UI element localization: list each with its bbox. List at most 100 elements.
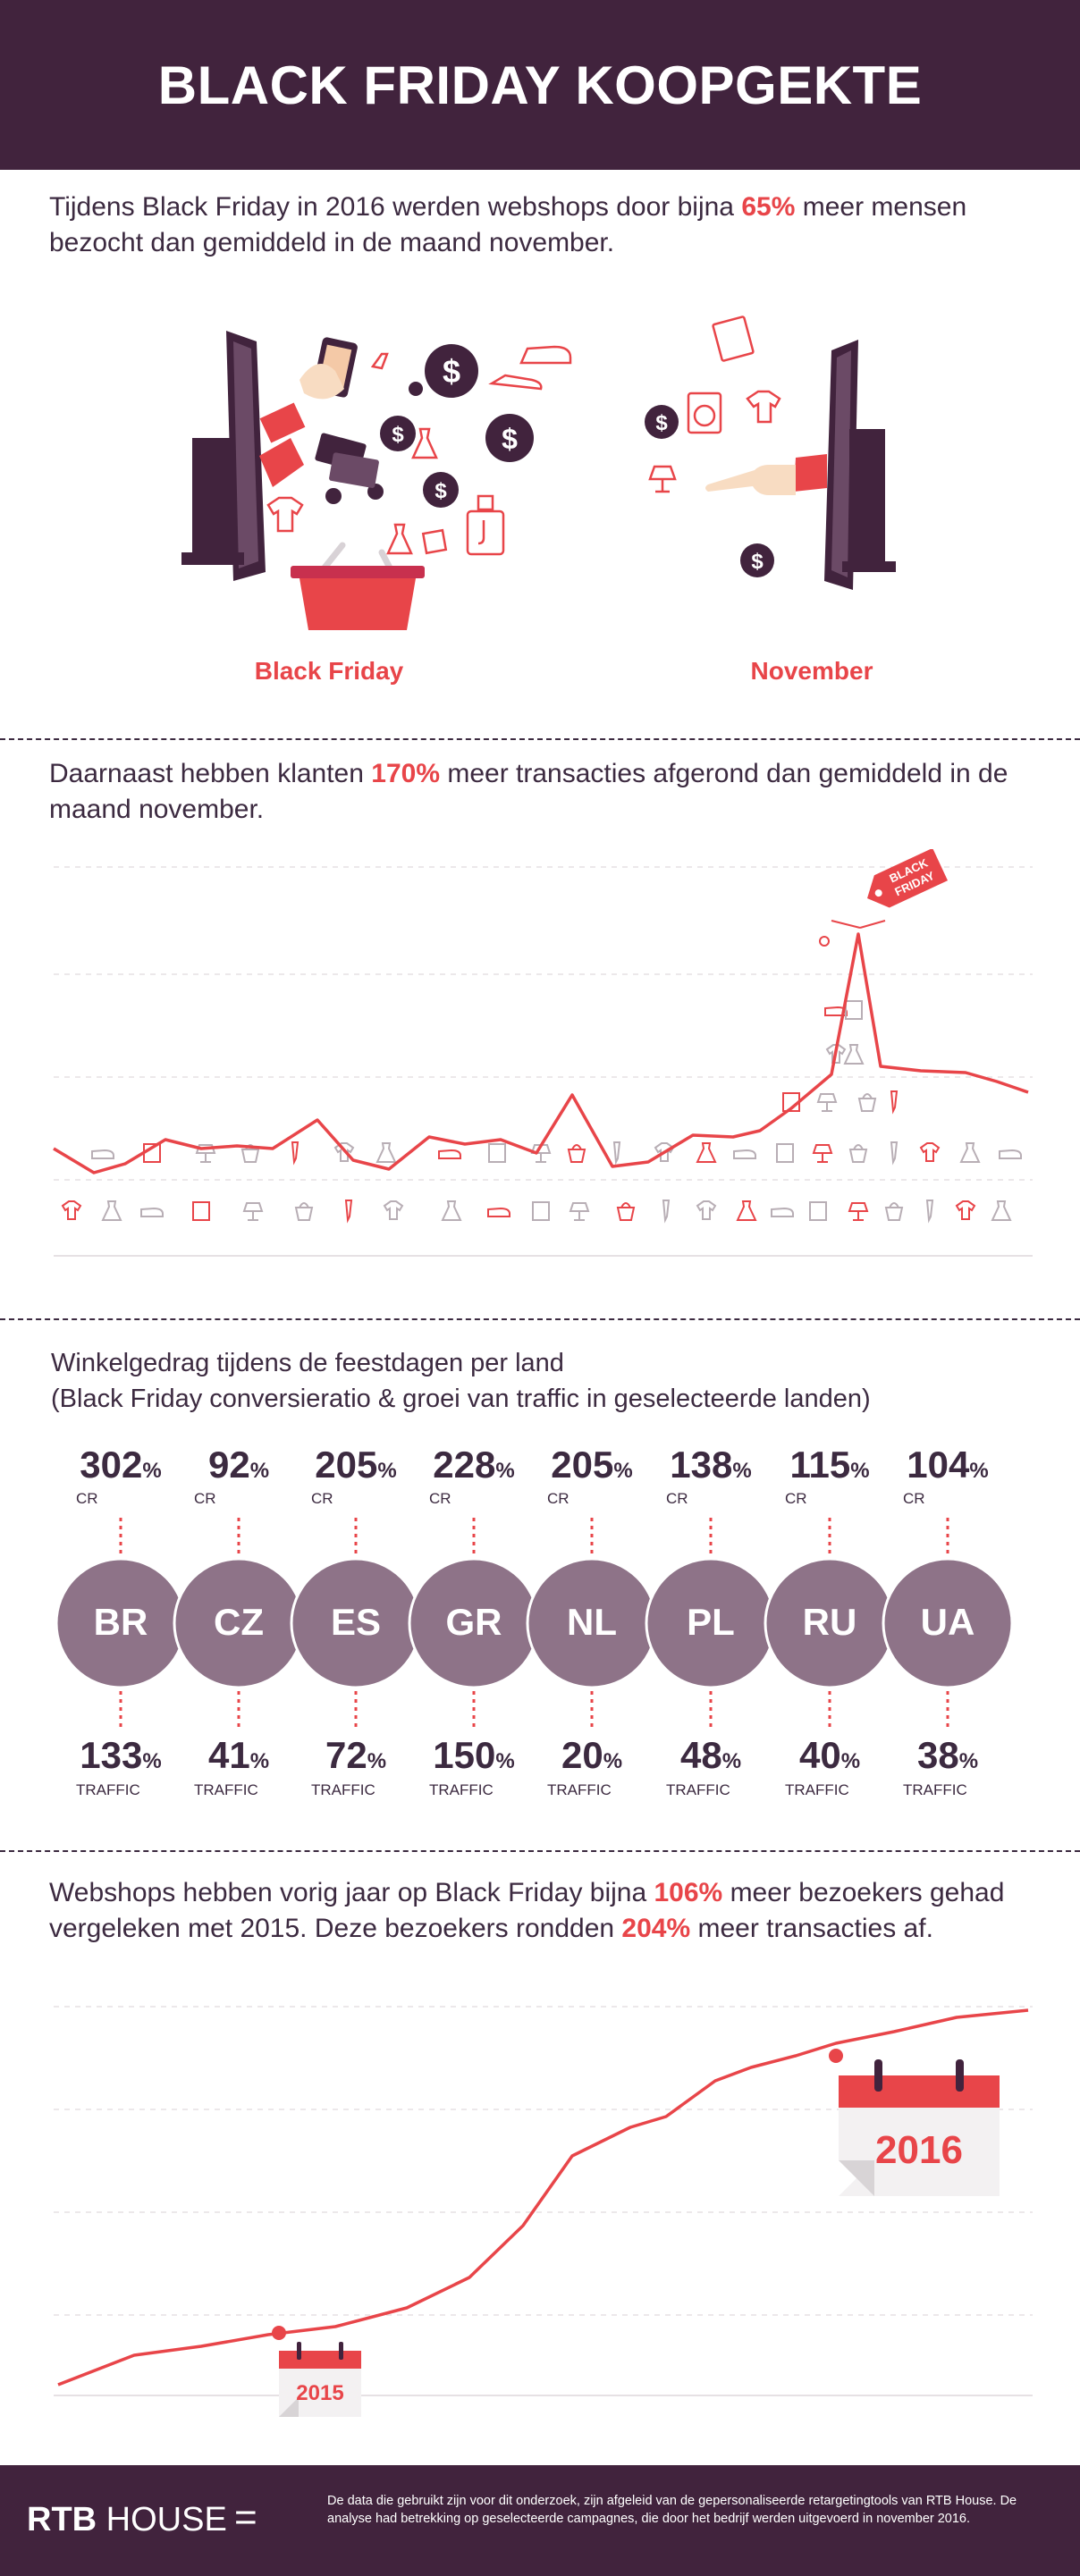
percent-sign: %: [249, 1459, 270, 1483]
traffic-value: 72%: [289, 1734, 423, 1777]
product-icon: [845, 1000, 863, 1020]
monitor-icon: [181, 331, 266, 581]
product-icon: [696, 1142, 717, 1163]
footer-note: De data die gebruikt zijn voor dit onder…: [327, 2494, 1017, 2526]
cr-label: CR: [785, 1490, 807, 1507]
product-icon: [848, 1144, 868, 1163]
percent-sign: %: [495, 1749, 515, 1773]
country-ru: 115% CR RU 40% TRAFFIC: [763, 1444, 897, 1819]
product-icon: [959, 1142, 981, 1163]
section4-text-after: meer transacties af.: [690, 1914, 933, 1943]
small-box-icon: [370, 352, 448, 555]
section3-title: Winkelgedrag tijdens de feestdagen per l…: [51, 1345, 871, 1417]
monitor-icon: [824, 340, 896, 590]
cr-number: 302: [80, 1444, 143, 1486]
cr-number: 228: [433, 1444, 496, 1486]
section1-highlight: 65%: [741, 192, 796, 222]
product-icon: [696, 1200, 717, 1220]
percent-sign: %: [603, 1749, 623, 1773]
product-icon: [816, 1093, 838, 1112]
calendar-icon: 2015: [279, 2342, 361, 2417]
dress-icon: [386, 427, 438, 555]
section1-text: Tijdens Black Friday in 2016 werden webs…: [49, 189, 1033, 261]
product-icon: [612, 1141, 621, 1166]
traffic-number: 133: [80, 1734, 143, 1776]
label-november: November: [750, 657, 873, 685]
product-icon: [884, 1202, 904, 1221]
product-icon: [616, 1202, 636, 1221]
transactions-illustration: BLACK FRIDAY: [53, 849, 1033, 1257]
product-icon: [294, 1202, 314, 1221]
percent-sign: %: [958, 1749, 979, 1773]
percent-sign: %: [367, 1749, 387, 1773]
svg-text:$: $: [435, 479, 447, 503]
transactions-line: [53, 932, 1029, 1174]
traffic-number: 48: [679, 1734, 722, 1776]
lamp-icon: [648, 465, 677, 493]
cr-label: CR: [194, 1490, 216, 1507]
percent-sign: %: [142, 1749, 162, 1773]
page-title: BLACK FRIDAY KOOPGEKTE: [157, 55, 923, 115]
divider: [0, 1850, 1080, 1852]
country-code: GR: [445, 1601, 502, 1643]
traffic-number: 20: [561, 1734, 603, 1776]
logo-equals-mark: =: [234, 2496, 257, 2539]
traffic-value: 40%: [763, 1734, 897, 1777]
product-icon: [991, 1200, 1012, 1221]
growth-line: [57, 2008, 1029, 2387]
country-ua: 104% CR UA 38% TRAFFIC: [881, 1444, 1015, 1819]
traffic-number: 38: [916, 1734, 959, 1776]
cr-value: 138%: [644, 1444, 778, 1486]
product-icon: [567, 1144, 586, 1163]
cr-label: CR: [666, 1490, 688, 1507]
product-icon: [848, 1202, 869, 1221]
traffic-label: TRAFFIC: [429, 1781, 494, 1798]
product-icon: [61, 1200, 82, 1220]
cr-label: CR: [76, 1490, 98, 1507]
svg-text:$: $: [655, 411, 668, 435]
cr-value: 302%: [54, 1444, 188, 1486]
cr-number: 92: [207, 1444, 250, 1486]
percent-sign: %: [850, 1459, 870, 1483]
product-icon: [140, 1207, 164, 1217]
country-code: PL: [687, 1601, 735, 1643]
svg-text:$: $: [443, 353, 460, 390]
product-icon: [736, 1200, 757, 1221]
product-icon: [291, 1141, 300, 1166]
section2-highlight: 170%: [371, 759, 440, 788]
country-br: 302% CR BR 133% TRAFFIC: [54, 1444, 188, 1819]
rtb-house-logo: RTB HOUSE: [27, 2501, 227, 2539]
traffic-label: TRAFFIC: [547, 1781, 612, 1798]
svg-text:$: $: [502, 423, 518, 455]
svg-text:$: $: [392, 423, 404, 447]
country-es: 205% CR ES 72% TRAFFIC: [289, 1444, 423, 1819]
percent-sign: %: [142, 1459, 162, 1483]
shirt-icon: [266, 496, 304, 533]
traffic-label: TRAFFIC: [194, 1781, 258, 1798]
divider: [0, 738, 1080, 740]
cr-value: 92%: [172, 1444, 306, 1486]
product-icon: [192, 1201, 210, 1221]
footer: RTB HOUSE = De data die gebruikt zijn vo…: [0, 2465, 1080, 2576]
traffic-number: 40: [798, 1734, 841, 1776]
cr-number: 205: [315, 1444, 378, 1486]
year-2015: 2015: [296, 2381, 343, 2405]
traffic-number: 41: [207, 1734, 250, 1776]
logo-bold: RTB: [27, 2501, 97, 2538]
percent-sign: %: [377, 1459, 397, 1483]
divider: [0, 1318, 1080, 1320]
product-icon: [195, 1144, 216, 1163]
section4-text-middle: meer bezoekers gehad vergeleken met 2015…: [49, 1878, 1005, 1943]
section2-text: Daarnaast hebben klanten 170% meer trans…: [49, 756, 1033, 828]
traffic-value: 20%: [525, 1734, 659, 1777]
label-black-friday: Black Friday: [254, 657, 404, 685]
product-icon: [857, 1093, 877, 1112]
percent-sign: %: [495, 1459, 515, 1483]
phone-icon: [300, 337, 358, 400]
section4-highlight2: 204%: [621, 1914, 691, 1943]
cr-label: CR: [429, 1490, 451, 1507]
product-icon: [91, 1149, 114, 1159]
percent-sign: %: [969, 1459, 989, 1483]
credit-card-icon: [259, 402, 379, 488]
section2-text-before: Daarnaast hebben klanten: [49, 759, 372, 788]
